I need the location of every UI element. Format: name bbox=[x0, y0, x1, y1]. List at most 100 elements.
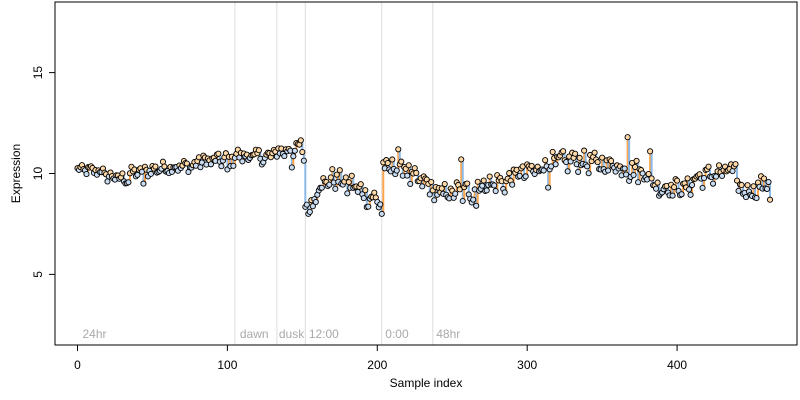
data-point-163 bbox=[318, 184, 325, 191]
data-point-279 bbox=[492, 188, 499, 195]
data-point-365 bbox=[621, 165, 628, 172]
y-tick-label-1: 10 bbox=[31, 167, 45, 181]
data-point-49 bbox=[147, 170, 154, 177]
data-point-207 bbox=[384, 159, 391, 167]
data-point-202 bbox=[377, 201, 384, 208]
data-point-288 bbox=[506, 170, 513, 177]
data-point-458 bbox=[760, 175, 768, 182]
data-point-350 bbox=[599, 154, 606, 161]
data-point-238 bbox=[431, 197, 438, 204]
data-point-381 bbox=[645, 170, 652, 178]
data-point-220 bbox=[404, 172, 411, 179]
data-point-44 bbox=[140, 180, 147, 187]
data-point-341 bbox=[585, 170, 592, 177]
data-point-299 bbox=[522, 173, 529, 180]
annotation-2: dusk bbox=[279, 327, 305, 341]
data-point-426 bbox=[713, 173, 720, 180]
y-tick-label-2: 15 bbox=[31, 66, 45, 80]
data-point-155 bbox=[306, 208, 313, 215]
y-tick-label-0: 5 bbox=[31, 271, 45, 278]
data-point-52 bbox=[152, 163, 159, 170]
data-point-409 bbox=[687, 191, 694, 198]
x-tick-label-4: 400 bbox=[667, 358, 687, 372]
data-point-183 bbox=[348, 172, 355, 179]
data-point-335 bbox=[576, 154, 583, 161]
data-point-340 bbox=[584, 163, 591, 170]
annotation-0: 24hr bbox=[82, 327, 106, 341]
data-point-366 bbox=[623, 171, 630, 178]
data-point-89 bbox=[207, 161, 214, 168]
data-point-354 bbox=[605, 167, 612, 174]
data-point-271 bbox=[480, 177, 487, 184]
data-point-421 bbox=[705, 163, 712, 170]
data-point-428 bbox=[716, 162, 723, 169]
x-tick-label-0: 0 bbox=[74, 358, 81, 372]
data-point-441 bbox=[735, 187, 742, 194]
data-point-6 bbox=[83, 171, 90, 178]
data-point-260 bbox=[464, 180, 471, 187]
data-point-314 bbox=[545, 184, 552, 191]
data-point-34 bbox=[125, 179, 132, 186]
data-point-424 bbox=[710, 180, 717, 187]
y-axis-label: Expression bbox=[9, 144, 23, 203]
data-point-408 bbox=[686, 186, 693, 193]
data-point-290 bbox=[509, 181, 516, 188]
data-point-311 bbox=[540, 167, 547, 174]
data-point-403 bbox=[678, 191, 685, 198]
x-tick-label-2: 200 bbox=[367, 358, 387, 372]
data-point-235 bbox=[426, 191, 433, 198]
data-point-226 bbox=[413, 169, 420, 176]
data-point-243 bbox=[438, 185, 445, 192]
data-point-312 bbox=[542, 157, 549, 164]
data-point-347 bbox=[594, 159, 601, 166]
data-point-371 bbox=[630, 171, 637, 179]
data-point-400 bbox=[674, 177, 681, 184]
data-point-461 bbox=[765, 178, 772, 186]
data-point-278 bbox=[491, 182, 498, 189]
data-point-266 bbox=[473, 202, 480, 209]
data-point-121 bbox=[255, 147, 262, 154]
y-axis: 5 10 15 bbox=[31, 66, 56, 278]
data-point-192 bbox=[362, 187, 369, 194]
data-point-230 bbox=[419, 183, 426, 190]
data-point-214 bbox=[395, 146, 402, 153]
data-point-373 bbox=[633, 157, 640, 164]
data-point-356 bbox=[608, 157, 615, 164]
data-point-153 bbox=[303, 201, 310, 208]
data-point-257 bbox=[459, 197, 466, 205]
data-point-151 bbox=[300, 157, 307, 164]
expression-points bbox=[74, 134, 774, 217]
data-point-324 bbox=[560, 148, 567, 155]
data-point-460 bbox=[763, 185, 771, 192]
data-point-191 bbox=[360, 195, 367, 202]
data-point-439 bbox=[732, 161, 739, 168]
annotation-4: 0:00 bbox=[385, 327, 409, 341]
data-point-30 bbox=[119, 170, 126, 177]
data-point-150 bbox=[299, 148, 306, 156]
data-point-451 bbox=[750, 183, 757, 190]
data-point-319 bbox=[552, 161, 559, 168]
data-point-173 bbox=[333, 171, 340, 178]
data-point-367 bbox=[624, 134, 631, 141]
data-point-410 bbox=[689, 181, 696, 189]
data-point-382 bbox=[647, 148, 654, 155]
x-tick-label-3: 300 bbox=[517, 358, 537, 372]
data-point-303 bbox=[528, 162, 535, 169]
data-point-275 bbox=[486, 173, 493, 180]
data-point-172 bbox=[332, 185, 339, 192]
x-axis-label: Sample index bbox=[390, 376, 463, 390]
data-point-143 bbox=[288, 164, 295, 171]
data-point-213 bbox=[393, 167, 400, 174]
data-point-397 bbox=[669, 192, 676, 199]
data-point-264 bbox=[470, 196, 477, 203]
data-point-138 bbox=[281, 153, 288, 160]
data-point-377 bbox=[639, 170, 646, 177]
annotation-1: dawn bbox=[240, 327, 269, 341]
data-point-398 bbox=[671, 184, 678, 191]
data-point-267 bbox=[474, 178, 481, 185]
data-point-221 bbox=[405, 162, 412, 169]
data-point-245 bbox=[441, 180, 448, 188]
data-point-170 bbox=[329, 166, 336, 173]
